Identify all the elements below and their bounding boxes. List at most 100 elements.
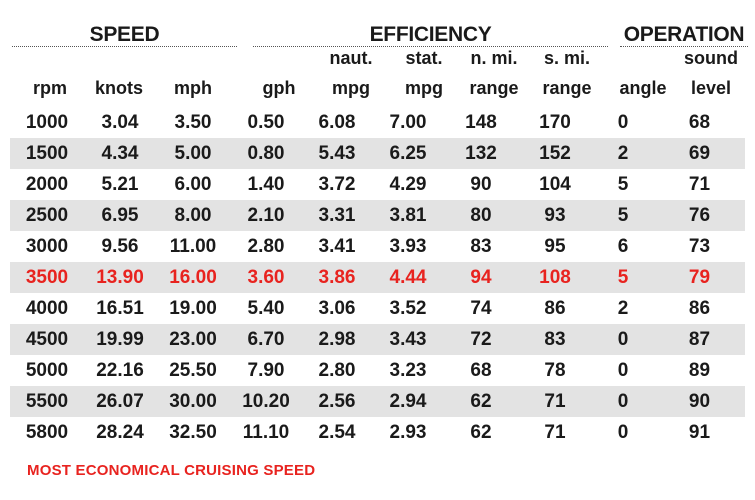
cell-naut-mpg: 2.54 — [318, 422, 356, 443]
cell-knots: 5.21 — [101, 174, 139, 195]
performance-table: 1000 3.04 3.50 0.50 6.08 7.00 148 170 0 68 1500 4.3… — [10, 107, 745, 448]
cell-n-mi-range: 74 — [470, 298, 492, 319]
cell-rpm: 4000 — [25, 298, 69, 319]
cell-mph: 23.00 — [156, 324, 230, 355]
cell-n-mi-range: 90 — [470, 174, 492, 195]
cell-angle: 5 — [617, 174, 629, 195]
column-header-stat-mpg-line2: mpg — [405, 78, 443, 98]
table-row: 2500 6.95 8.00 2.10 3.31 3.81 80 93 5 76 — [10, 200, 745, 231]
cell-angle: 2 — [617, 298, 629, 319]
cell-sound-level: 68 — [688, 112, 711, 133]
cell-s-mi-range: 95 — [544, 236, 566, 257]
column-header-n-mi-range-line1: n. mi. — [470, 48, 518, 68]
column-header-mph-line2: mph — [174, 78, 212, 98]
cell-s-mi-range: 71 — [518, 386, 592, 417]
cell-angle: 0 — [592, 324, 654, 355]
cell-naut-mpg: 3.41 — [318, 236, 356, 257]
cell-rpm: 1500 — [10, 138, 84, 169]
cell-n-mi-range: 132 — [444, 138, 518, 169]
cell-stat-mpg: 3.81 — [372, 200, 444, 231]
table-row: 1500 4.34 5.00 0.80 5.43 6.25 132 152 2 69 — [10, 138, 745, 169]
cell-sound-level: 86 — [688, 298, 711, 319]
cell-n-mi-range: 68 — [470, 360, 492, 381]
column-header-naut-mpg-line2: mpg — [332, 78, 370, 98]
table-row: 5800 28.24 32.50 11.10 2.54 2.93 62 71 0 91 — [10, 417, 745, 448]
column-header-stat-mpg-line1: stat. — [405, 48, 443, 68]
cell-gph: 10.20 — [230, 386, 302, 417]
cell-angle: 0 — [617, 422, 629, 443]
group-rule-efficiency — [253, 46, 608, 47]
cell-s-mi-range: 78 — [544, 360, 566, 381]
cell-angle: 0 — [617, 112, 629, 133]
column-header-angle-line2: angle — [619, 78, 667, 98]
cell-n-mi-range: 62 — [444, 386, 518, 417]
cell-knots: 3.04 — [101, 112, 139, 133]
cell-rpm: 3000 — [25, 236, 69, 257]
cell-angle: 2 — [592, 138, 654, 169]
column-header-naut-mpg-line1: naut. — [329, 48, 373, 68]
cell-sound-level: 73 — [688, 236, 711, 257]
cell-rpm: 5000 — [25, 360, 69, 381]
cell-n-mi-range: 94 — [444, 262, 518, 293]
group-rule-operation — [620, 46, 748, 47]
cell-sound-level: 69 — [654, 138, 745, 169]
cell-s-mi-range: 83 — [518, 324, 592, 355]
cell-naut-mpg: 3.72 — [318, 174, 356, 195]
cell-mph: 25.50 — [169, 360, 217, 381]
cell-stat-mpg: 3.93 — [389, 236, 427, 257]
cell-naut-mpg: 2.56 — [302, 386, 372, 417]
cell-angle: 6 — [617, 236, 629, 257]
column-header-knots-line2: knots — [94, 78, 143, 98]
cell-knots: 19.99 — [84, 324, 156, 355]
cell-mph: 8.00 — [156, 200, 230, 231]
cell-knots: 28.24 — [96, 422, 144, 443]
cell-stat-mpg: 4.29 — [389, 174, 427, 195]
cell-rpm: 1000 — [25, 112, 69, 133]
column-header-rpm-line2: rpm — [32, 78, 67, 98]
table-row: 3000 9.56 11.00 2.80 3.41 3.93 83 95 6 73 — [10, 231, 745, 262]
cell-gph: 7.90 — [247, 360, 285, 381]
column-header-gph-line2: gph — [262, 78, 296, 98]
group-title-operation: OPERATION — [623, 23, 745, 46]
cell-sound-level: 91 — [688, 422, 711, 443]
group-title-efficiency: EFFICIENCY — [369, 23, 492, 46]
column-header-n-mi-range-line2: range — [469, 78, 519, 98]
table-row: 5000 22.16 25.50 7.90 2.80 3.23 68 78 0 89 — [10, 355, 745, 386]
cell-stat-mpg: 7.00 — [389, 112, 427, 133]
cell-angle: 5 — [592, 262, 654, 293]
column-header-s-mi-range-line2: range — [542, 78, 592, 98]
cell-stat-mpg: 2.93 — [389, 422, 427, 443]
cell-n-mi-range: 72 — [444, 324, 518, 355]
cell-n-mi-range: 148 — [465, 112, 497, 133]
cell-mph: 16.00 — [156, 262, 230, 293]
cell-mph: 32.50 — [169, 422, 217, 443]
cell-sound-level: 76 — [654, 200, 745, 231]
cell-stat-mpg: 6.25 — [372, 138, 444, 169]
cell-naut-mpg: 3.86 — [302, 262, 372, 293]
cell-mph: 3.50 — [174, 112, 212, 133]
footnote: MOST ECONOMICAL CRUISING SPEED — [27, 462, 316, 479]
cell-stat-mpg: 4.44 — [372, 262, 444, 293]
cell-angle: 5 — [592, 200, 654, 231]
cell-mph: 30.00 — [156, 386, 230, 417]
performance-table-body: 1000 3.04 3.50 0.50 6.08 7.00 148 170 0 68 1500 4.3… — [10, 107, 745, 448]
column-header-sound-level-line1: sound — [684, 48, 738, 68]
cell-sound-level: 71 — [688, 174, 711, 195]
cell-mph: 5.00 — [156, 138, 230, 169]
cell-angle: 0 — [592, 386, 654, 417]
cell-naut-mpg: 5.43 — [302, 138, 372, 169]
cell-gph: 11.10 — [242, 422, 290, 443]
column-header-sound-level-line2: level — [690, 78, 732, 98]
group-title-speed: SPEED — [89, 23, 160, 46]
cell-stat-mpg: 2.94 — [372, 386, 444, 417]
cell-gph: 3.60 — [230, 262, 302, 293]
cell-gph: 6.70 — [230, 324, 302, 355]
table-row: 1000 3.04 3.50 0.50 6.08 7.00 148 170 0 68 — [10, 107, 745, 138]
cell-n-mi-range: 83 — [470, 236, 492, 257]
cell-s-mi-range: 71 — [544, 422, 566, 443]
cell-s-mi-range: 93 — [518, 200, 592, 231]
cell-naut-mpg: 2.80 — [318, 360, 356, 381]
cell-n-mi-range: 80 — [444, 200, 518, 231]
column-header-s-mi-range-line1: s. mi. — [543, 48, 591, 68]
cell-gph: 0.50 — [247, 112, 285, 133]
